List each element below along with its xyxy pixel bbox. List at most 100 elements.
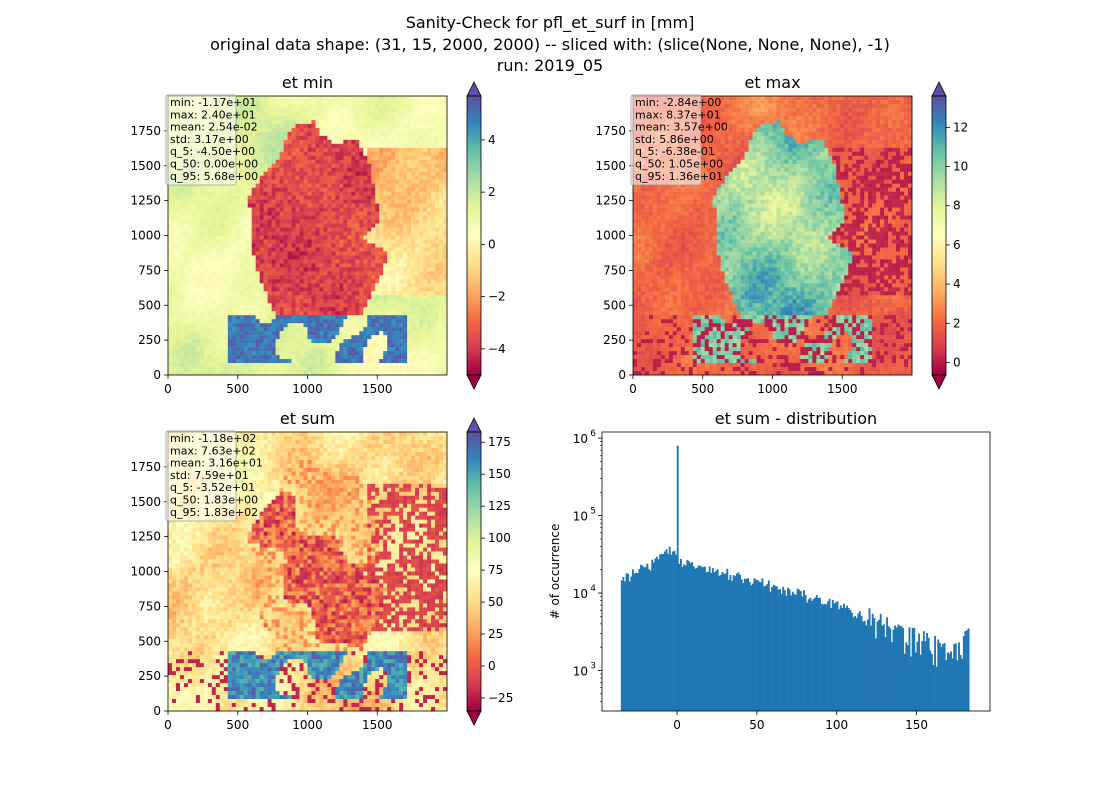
histogram-bar [822,604,825,711]
histogram-bar [799,591,802,711]
histogram-bar [940,646,943,711]
histogram-bar [791,591,794,711]
histogram-bar [873,618,876,711]
histogram-bar [683,564,686,711]
histogram-bar [962,635,965,711]
histogram-bar [844,608,847,711]
colorbar-tick-label: 25 [488,627,503,641]
stats-line: max: 7.63e+02 [170,444,256,457]
colorbar-tick-label: 2 [953,316,961,330]
stats-line: q_50: 1.05e+00 [635,158,723,171]
colorbar-tick-label: 0 [953,355,961,369]
y-tick-label: 500 [138,634,161,648]
histogram-bar [825,604,828,711]
histogram-bar [828,598,831,711]
histogram-bar [703,566,706,711]
y-tick-label: 500 [138,298,161,312]
y-tick-label: 1250 [130,194,161,208]
histogram-bar [815,595,818,711]
colorbar-tick-label: 150 [488,467,511,481]
histogram-bar [954,643,957,711]
histogram-bar [635,572,638,711]
histogram-bar [649,570,652,711]
histogram-bar [948,653,951,711]
histogram-bar [830,607,833,711]
y-tick-label: 0 [153,704,161,718]
histogram-bar [769,591,772,711]
histogram-bar [708,566,711,711]
histogram-bar [727,579,730,711]
histogram-bar [772,584,775,711]
histogram-bar [935,666,938,711]
histogram-bar [750,585,753,711]
x-tick-label: 1000 [292,382,323,396]
figure-title-line-2: original data shape: (31, 15, 2000, 2000… [210,35,890,54]
histogram-bar [707,571,710,711]
x-tick-label: 500 [226,382,249,396]
y-tick-label: 10 [573,432,588,446]
y-tick-label: 1000 [130,229,161,243]
histogram-bar [919,654,922,711]
histogram-bar [918,633,920,711]
histogram-bar [937,639,940,711]
histogram-bar [663,551,666,711]
histogram-bar [737,572,740,711]
histogram-bar [766,584,769,711]
histogram-bar [942,644,944,711]
y-tick-exponent: 6 [590,429,596,439]
histogram-bar [624,581,626,711]
histogram-bar [887,626,890,711]
histogram-bar [967,628,970,711]
y-tick-label: 750 [138,263,161,277]
histogram-bar [847,608,850,711]
histogram-bar [723,573,726,711]
histogram-bar [823,603,826,711]
stats-line: q_5: -3.52e+01 [170,481,255,494]
colorbar-tick-label: 75 [488,563,503,577]
histogram-bar [906,645,909,711]
colorbar-tick-label: 100 [488,531,511,545]
histogram-bar [699,565,702,711]
histogram-bar [966,630,968,711]
histogram-bar [862,621,865,711]
histogram-bar [735,573,738,711]
histogram-bar [726,568,729,711]
histogram-bar [625,573,628,711]
histogram-bar [767,580,770,711]
axes-frame [601,431,991,712]
x-tick-label: 50 [749,718,764,732]
histogram-bar [678,563,681,711]
x-tick-label: 500 [226,718,249,732]
histogram-bar [763,586,765,711]
colorbar-tick-label: 175 [488,435,511,449]
histogram-bar [679,559,682,711]
y-tick-label: 1000 [130,565,161,579]
colorbar-extend-min [931,374,947,390]
histogram-bar [747,578,749,711]
histogram-bar [734,576,737,711]
histogram-bar [668,546,671,711]
histogram-bar [865,625,868,711]
histogram-bar [913,627,916,711]
y-tick-label: 1000 [595,229,626,243]
stats-line: q_5: -6.38e-01 [635,145,715,158]
stats-line: min: -2.84e+00 [635,96,721,109]
histogram-bar [903,653,906,711]
histogram-bar [958,642,960,711]
histogram-bar [838,609,841,711]
histogram-bar [886,617,889,711]
y-tick-label: 250 [603,333,626,347]
histogram-bar [636,573,639,711]
stats-box-background [630,94,702,186]
histogram-bar [775,586,778,711]
histogram-bar [804,594,807,711]
histogram-bar [630,576,633,711]
histogram-bar [700,566,703,711]
histogram-bar [924,641,927,711]
histogram-bar [713,572,716,711]
y-tick-label: 1500 [595,159,626,173]
histogram-bar [881,625,884,711]
histogram-bar [890,642,893,711]
